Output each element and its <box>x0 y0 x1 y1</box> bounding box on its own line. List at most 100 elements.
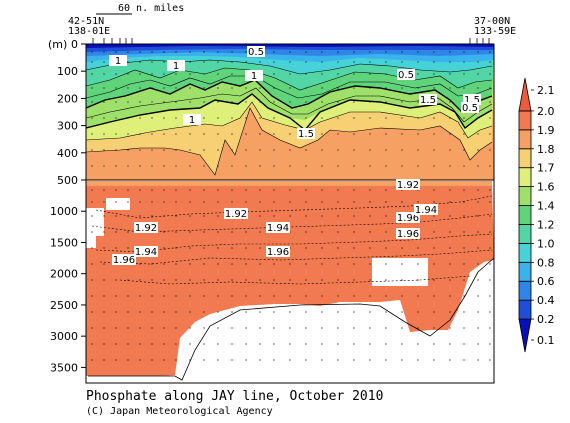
contour-label: 1 <box>183 114 201 126</box>
sample-dot <box>115 101 117 103</box>
sample-dot <box>91 117 93 119</box>
sample-dot <box>139 327 141 329</box>
sample-dot <box>259 189 261 191</box>
sample-dot <box>163 61 165 63</box>
sample-dot <box>369 165 371 167</box>
sample-dot <box>203 263 205 265</box>
sample-dot <box>385 51 387 53</box>
sample-dot <box>477 279 479 281</box>
sample-dot <box>189 215 191 217</box>
sample-dot <box>353 101 355 103</box>
sample-dot <box>231 51 233 53</box>
sample-dot <box>139 73 141 75</box>
svg-text:1.5: 1.5 <box>420 95 436 106</box>
sample-dot <box>245 231 247 233</box>
sample-dot <box>139 61 141 63</box>
sample-dot <box>217 117 219 119</box>
sample-dot <box>91 343 93 345</box>
sample-dot <box>385 73 387 75</box>
sample-dot <box>305 201 307 203</box>
sample-dot <box>127 231 129 233</box>
sample-dot <box>231 133 233 135</box>
sample-dot <box>231 279 233 281</box>
sample-dot <box>433 51 435 53</box>
sample-dot <box>477 133 479 135</box>
sample-dot <box>217 51 219 53</box>
sample-dot <box>259 311 261 313</box>
sample-dot <box>217 133 219 135</box>
sample-dot <box>217 311 219 313</box>
sample-dot <box>463 279 465 281</box>
sample-dot <box>289 295 291 297</box>
sample-dot <box>259 61 261 63</box>
sample-dot <box>337 133 339 135</box>
sample-dot <box>163 311 165 313</box>
sample-dot <box>151 189 153 191</box>
sample-dot <box>175 311 177 313</box>
sample-dot <box>449 133 451 135</box>
sample-dot <box>305 327 307 329</box>
sample-dot <box>217 247 219 249</box>
sample-dot <box>353 117 355 119</box>
sample-dot <box>449 149 451 151</box>
sample-dot <box>245 189 247 191</box>
sample-dot <box>337 189 339 191</box>
sample-dot <box>463 311 465 313</box>
sample-dot <box>175 263 177 265</box>
sample-dot <box>417 327 419 329</box>
sample-dot <box>127 101 129 103</box>
sample-dot <box>115 165 117 167</box>
sample-dot <box>203 165 205 167</box>
y-tick-label: 3500 <box>50 361 78 374</box>
sample-dot <box>385 311 387 313</box>
sample-dot <box>217 73 219 75</box>
sample-dot <box>289 149 291 151</box>
sample-dot <box>369 189 371 191</box>
sample-dot <box>139 215 141 217</box>
colorbar-label: 2.1 <box>537 84 555 97</box>
right-station-lon: 133-59E <box>474 26 516 37</box>
sample-dot <box>353 201 355 203</box>
sample-dot <box>489 87 491 89</box>
contour-label: 1.92 <box>134 222 158 234</box>
sample-dot <box>337 263 339 265</box>
y-tick-label: 500 <box>57 174 78 187</box>
sample-dot <box>433 215 435 217</box>
sample-dot <box>163 165 165 167</box>
sample-dot <box>477 311 479 313</box>
sample-dot <box>353 359 355 361</box>
sample-dot <box>321 87 323 89</box>
sample-dot <box>259 343 261 345</box>
sample-dot <box>189 327 191 329</box>
sample-dot <box>115 73 117 75</box>
contour-label: 1.94 <box>134 246 158 258</box>
sample-dot <box>417 117 419 119</box>
sample-dot <box>353 215 355 217</box>
sample-dot <box>369 327 371 329</box>
svg-text:1.96: 1.96 <box>397 229 419 240</box>
sample-dot <box>417 311 419 313</box>
sample-dot <box>385 215 387 217</box>
sample-dot <box>245 279 247 281</box>
sample-dot <box>321 311 323 313</box>
sample-dot <box>477 189 479 191</box>
sample-dot <box>127 215 129 217</box>
sample-dot <box>305 311 307 313</box>
sample-dot <box>103 215 105 217</box>
sample-dot <box>385 87 387 89</box>
svg-text:1.92: 1.92 <box>135 223 157 234</box>
sample-dot <box>305 61 307 63</box>
sample-dot <box>463 117 465 119</box>
sample-dot <box>401 311 403 313</box>
sample-dot <box>189 87 191 89</box>
contour-label: 1.92 <box>224 208 248 220</box>
sample-dot <box>103 343 105 345</box>
sample-dot <box>385 189 387 191</box>
sample-dot <box>401 263 403 265</box>
y-tick-label: 300 <box>57 120 78 133</box>
y-tick-label: 2500 <box>50 299 78 312</box>
contour-label: 1.5 <box>463 94 481 106</box>
sample-dot <box>217 231 219 233</box>
sample-dot <box>203 51 205 53</box>
sample-dot <box>321 327 323 329</box>
